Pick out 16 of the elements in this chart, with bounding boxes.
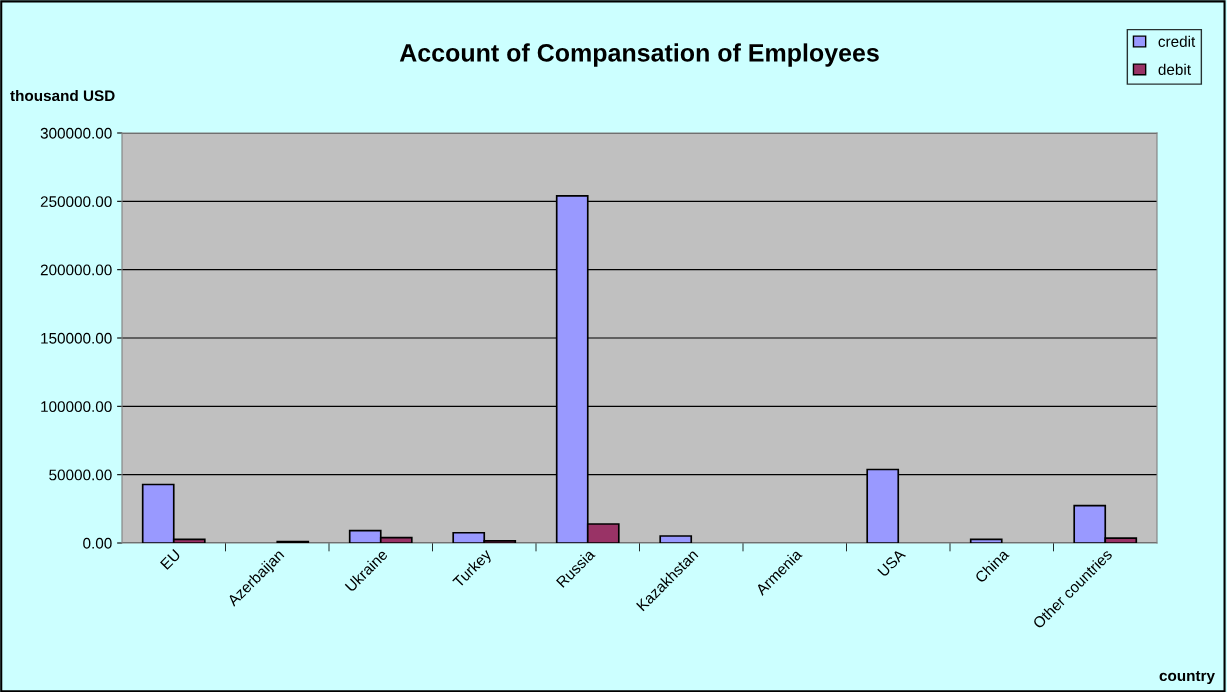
bar (659, 535, 693, 543)
legend-label: credit (1158, 35, 1196, 47)
legend-label: debit (1158, 63, 1191, 75)
y-tick-label: 250000.00 (40, 196, 112, 208)
x-axis-title: country (1159, 670, 1215, 685)
y-tick-label: 300000.00 (40, 127, 112, 139)
x-tick-label: USA (877, 548, 907, 578)
bar (969, 538, 1003, 543)
y-tick-label: 100000.00 (41, 401, 112, 413)
y-tick-label: 0.00 (83, 537, 112, 549)
y-tick-label: 150000.00 (41, 332, 112, 344)
y-tick-label: 200000.00 (40, 264, 112, 276)
y-tick-label: 50000.00 (49, 469, 112, 481)
y-axis-title: thousand USD (10, 89, 115, 102)
chart-title: Account of Compansation of Employees (399, 43, 879, 67)
x-tick-label: EU (160, 549, 181, 570)
